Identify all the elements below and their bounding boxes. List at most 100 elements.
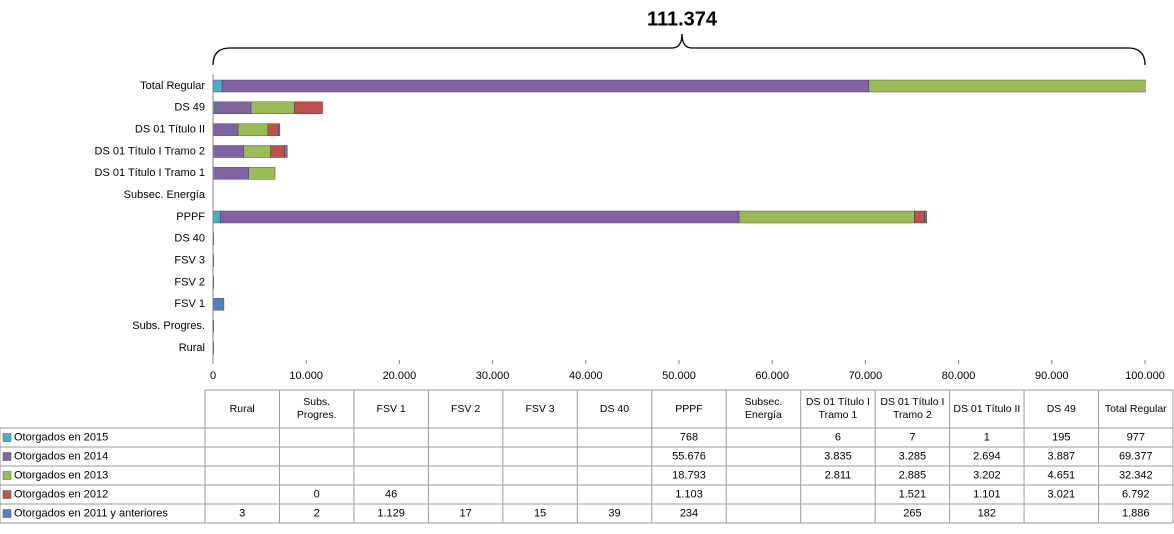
y-tick-label: DS 01 Título I Tramo 2 [95,145,205,157]
y-tick-label: FSV 3 [174,255,205,267]
y-tick-label: PPPF [176,211,205,223]
table-cell: 32.342 [1119,469,1153,481]
bar-segment [213,167,249,180]
table-header-cell: DS 01 Título I Tramo 1 [805,396,870,421]
bar-segment [250,101,295,115]
bar-segment [738,210,915,224]
table-cell: 6.792 [1122,488,1150,500]
table-cell: 234 [680,507,698,519]
table-header-text: DS 49 [1046,402,1076,415]
table-header-cell: Rural [230,403,255,415]
legend-label: Otorgados en 2012 [14,488,108,500]
table-cell: 3.285 [899,450,927,462]
y-tick-label: Subsec. Energía [124,189,206,201]
table-header-text: DS 01 Título II [953,402,1021,415]
table-header-text: DS 01 Título I Tramo 1 [805,396,870,421]
bar-segment [213,79,223,93]
x-tick-label: 60.000 [755,370,789,382]
table-cell: 2.885 [899,469,927,481]
legend-label: Otorgados en 2011 y anteriores [14,507,168,519]
table-cell: 17 [459,507,471,519]
table-header-cell: PPPF [675,402,703,415]
table-header-text: FSV 1 [376,402,406,415]
table-header-text: FSV 3 [525,402,555,415]
table-header-cell: FSV 1 [376,402,406,415]
y-tick-label: DS 01 Título II [135,124,205,136]
table-header-cell: DS 01 Título II [953,402,1021,415]
table-header-text: FSV 2 [451,402,481,415]
table-cell: 1.521 [899,488,927,500]
table-cell: 69.377 [1119,450,1153,462]
table-cell: 195 [1052,431,1070,443]
table-cell: 18.793 [672,469,706,481]
table-cell: 977 [1127,431,1145,443]
x-tick-label: 50.000 [662,370,696,382]
table-header-cell: Total Regular [1105,403,1167,415]
table-header-cell: DS 40 [599,402,630,415]
table-header-text: DS 01 Título I Tramo 2 [880,396,945,421]
bar-segment [868,79,1146,93]
table-cell: 3 [239,507,245,519]
table-header-cell: FSV 3 [525,402,555,415]
table-cell: 3.202 [973,469,1001,481]
table-cell: 2.694 [973,450,1001,462]
bar-segment [213,123,239,136]
table-header-text: PPPF [675,402,703,415]
x-tick-label: 80.000 [942,370,976,382]
bar-segment [278,123,281,136]
table-header-text: DS 40 [599,402,630,415]
table-header-cell: FSV 2 [451,402,481,415]
x-tick-label: 10.000 [289,370,323,382]
table-cell: 3.021 [1048,488,1076,500]
x-tick-label: 0 [210,370,216,382]
table-cell: 768 [680,431,698,443]
y-tick-label: FSV 2 [174,276,205,288]
legend-label: Otorgados en 2015 [14,431,108,443]
brace [212,33,1146,66]
total-annotation: 111.374 [647,8,718,30]
table-cell: 2 [314,507,320,519]
table-header-cell: DS 49 [1046,402,1076,415]
legend-label: Otorgados en 2013 [14,469,108,481]
table-cell: 2.811 [825,469,852,481]
legend-key [2,471,12,480]
x-tick-label: 70.000 [849,370,883,382]
bar-segment [1170,80,1174,92]
table-cell: 6 [835,431,841,443]
table-cell: 4.651 [1048,469,1076,481]
table-cell: 1.103 [675,488,703,500]
table-cell: 265 [903,507,921,519]
table-cell: 55.676 [672,450,706,462]
y-tick-label: DS 40 [174,233,205,245]
legend-label: Otorgados en 2014 [14,450,108,462]
legend-key [2,433,12,442]
bar-segment [248,167,276,180]
table-header-cell: Subsec. Energía [744,396,783,421]
y-tick-label: Subs. Progres. [132,320,205,332]
table-header-cell: DS 01 Título I Tramo 2 [880,396,945,421]
bar-segment [213,298,225,311]
y-tick-label: DS 49 [174,102,205,114]
table-cell: 1.101 [973,488,1001,500]
bar-segment [267,123,279,136]
x-tick-label: 90.000 [1035,370,1069,382]
y-tick-label: DS 01 Título I Tramo 1 [95,167,205,179]
y-tick-label: FSV 1 [174,298,205,310]
bar-segment [270,145,285,158]
table-header-text: Subsec. Energía [744,396,783,421]
bar-segment [294,101,323,115]
bar-segment [221,79,869,93]
bar-segment [284,145,288,158]
x-tick-label: 40.000 [569,370,603,382]
table-cell: 1 [984,431,990,443]
bar-segment [914,210,925,224]
table-cell: 1.129 [377,507,405,519]
x-tick-label: 100.000 [1125,370,1165,382]
x-tick-label: 20.000 [383,370,417,382]
legend-key [2,452,12,461]
table-cell: 7 [909,431,915,443]
table-cell: 39 [608,507,620,519]
bar-segment [213,145,244,158]
bar-segment [213,210,221,224]
